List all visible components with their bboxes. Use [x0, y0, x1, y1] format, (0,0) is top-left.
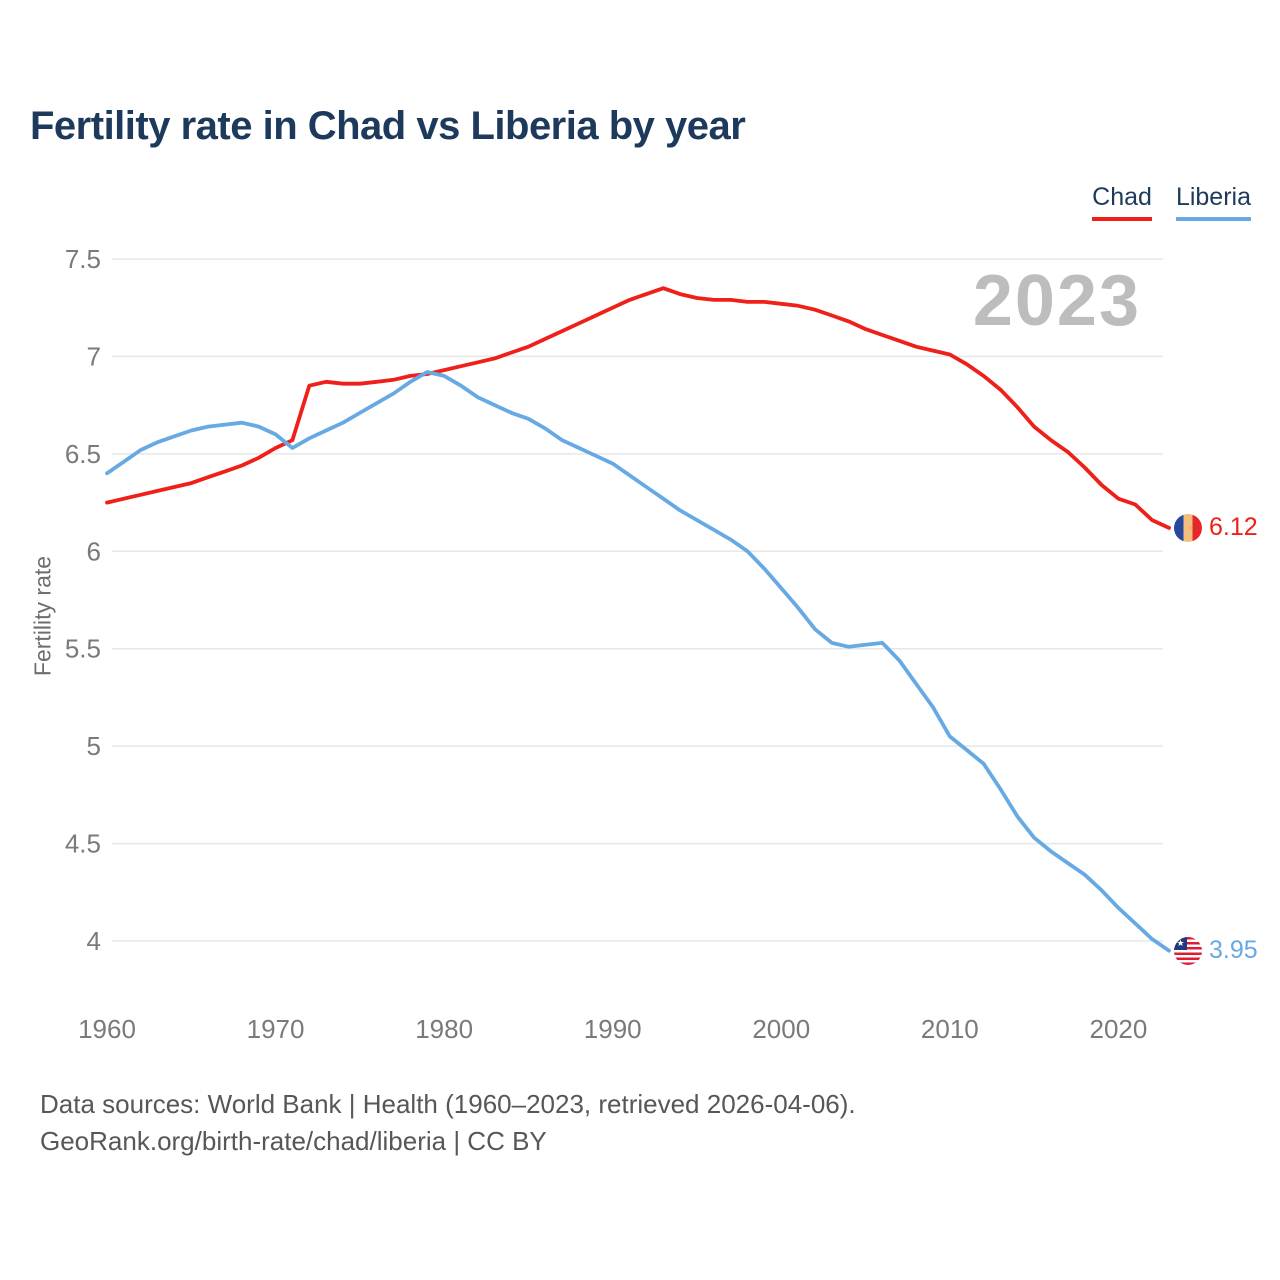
legend-item-liberia[interactable]: Liberia [1175, 183, 1251, 221]
x-tick-label: 2000 [752, 1014, 810, 1044]
series-line-chad[interactable] [105, 286, 1171, 530]
x-tick-label: 1990 [584, 1014, 642, 1044]
series-line-liberia[interactable] [105, 370, 1171, 953]
chad-series-end-marker: 6.12 [1174, 513, 1258, 542]
x-tick-label: 1960 [78, 1014, 136, 1044]
x-tick-label: 1980 [415, 1014, 473, 1044]
legend: Chad Liberia [1092, 183, 1251, 221]
data-source-line2: GeoRank.org/birth-rate/chad/liberia | CC… [40, 1126, 547, 1156]
data-source-note: Data sources: World Bank | Health (1960–… [40, 1086, 856, 1160]
chad-end-value: 6.12 [1209, 513, 1258, 542]
chad-flag-icon [1174, 513, 1202, 542]
y-tick-label: 6.5 [65, 439, 101, 469]
y-tick-label: 4.5 [65, 829, 101, 859]
x-tick-label: 1970 [247, 1014, 305, 1044]
y-tick-label: 4 [87, 926, 101, 956]
y-tick-label: 7 [87, 341, 101, 371]
liberia-flag-icon [1174, 936, 1202, 965]
page-title: Fertility rate in Chad vs Liberia by yea… [30, 104, 746, 148]
watermark-year: 2023 [972, 261, 1141, 341]
legend-item-chad[interactable]: Chad [1092, 183, 1152, 221]
x-tick-label: 2010 [921, 1014, 979, 1044]
liberia-end-value: 3.95 [1209, 936, 1258, 965]
y-tick-label: 6 [87, 536, 101, 566]
y-tick-label: 5 [87, 731, 101, 761]
y-tick-label: 7.5 [65, 244, 101, 274]
liberia-series-end-marker: 3.95 [1174, 936, 1258, 965]
y-tick-label: 5.5 [65, 634, 101, 664]
data-source-line1: Data sources: World Bank | Health (1960–… [40, 1089, 856, 1119]
x-tick-label: 2020 [1089, 1014, 1147, 1044]
